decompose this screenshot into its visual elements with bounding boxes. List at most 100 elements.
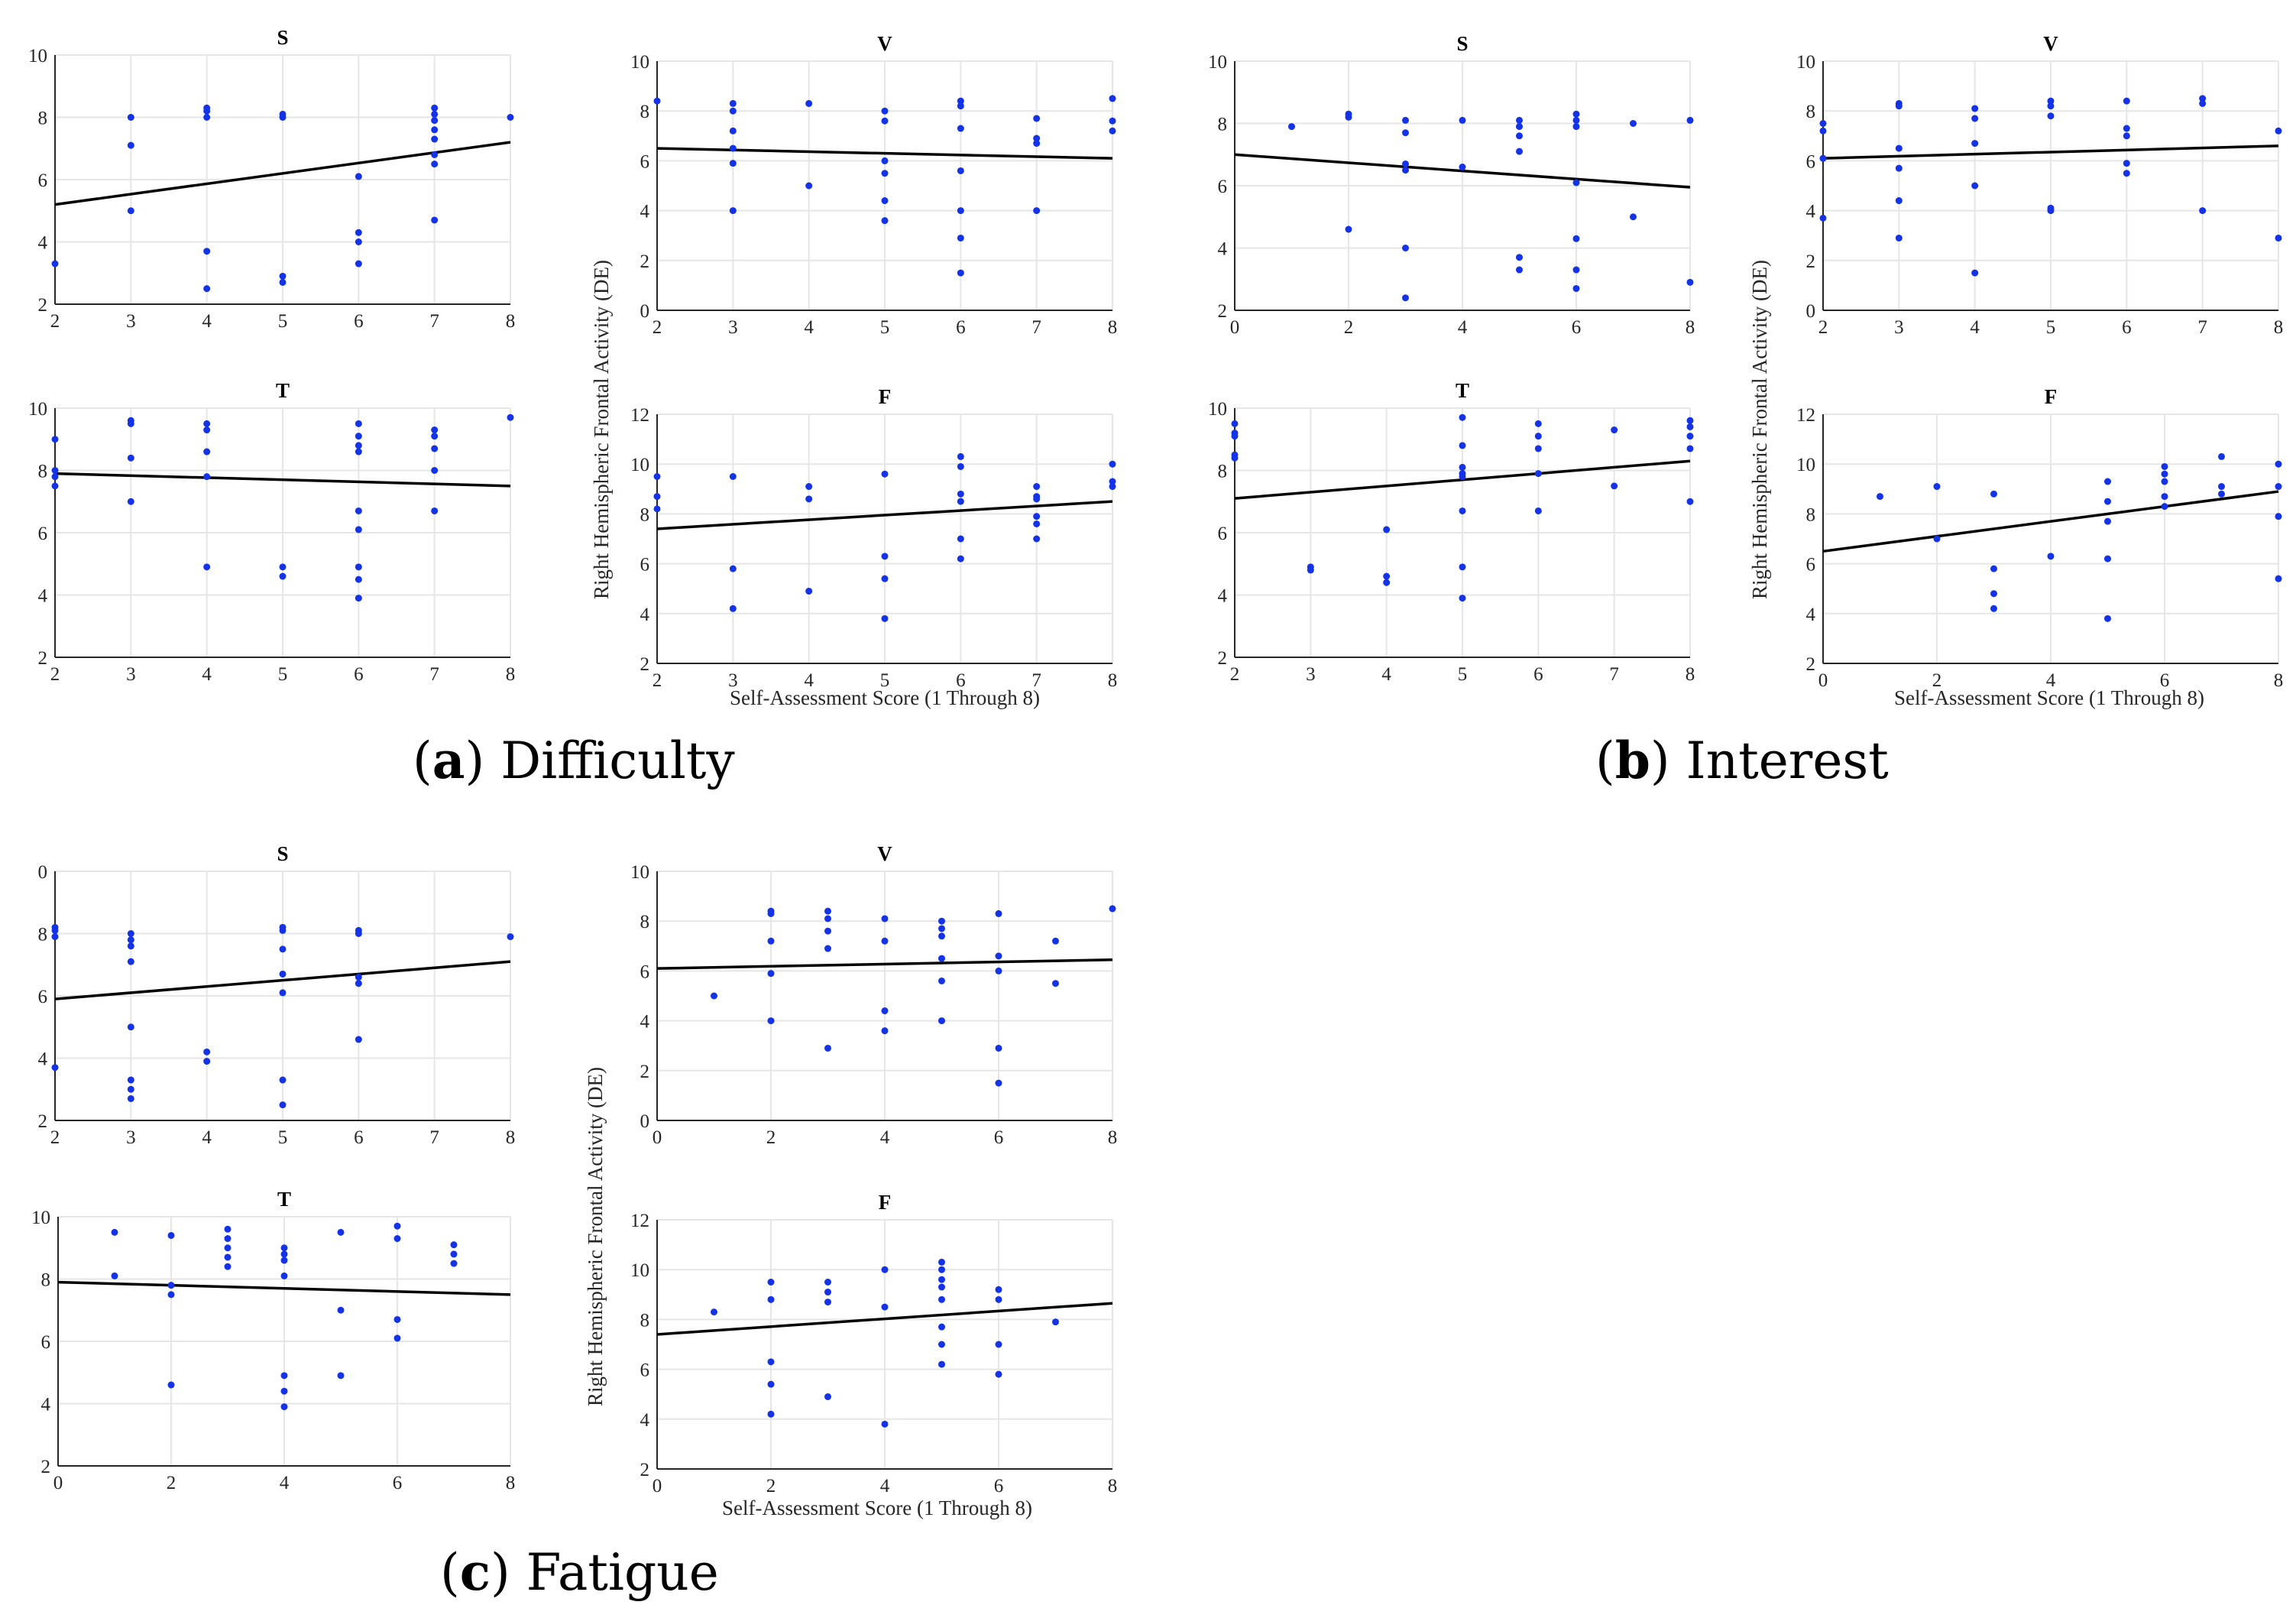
data-point — [1990, 565, 1997, 572]
data-point — [355, 980, 362, 987]
data-point — [2123, 97, 2130, 105]
x-tick-label: 2 — [1932, 670, 1942, 691]
data-point — [2047, 112, 2055, 120]
data-point — [1383, 526, 1391, 533]
y-tick-label: 8 — [1218, 115, 1228, 135]
x-tick-label: 7 — [429, 664, 439, 685]
x-tick-label: 2 — [653, 670, 662, 691]
data-point — [711, 992, 717, 1000]
data-point — [1877, 493, 1883, 501]
data-point — [1231, 420, 1239, 427]
y-tick-label: 4 — [1218, 586, 1228, 607]
y-tick-label: 6 — [38, 524, 48, 544]
data-point — [2218, 490, 2225, 498]
data-point — [1971, 182, 1979, 190]
x-tick-label: 6 — [994, 1476, 1004, 1496]
data-point — [355, 563, 362, 571]
data-point — [957, 167, 964, 174]
x-tick-label: 8 — [1686, 664, 1695, 685]
data-point — [2218, 483, 2225, 491]
data-point — [2275, 575, 2282, 582]
regression-line — [656, 1302, 1113, 1336]
data-point — [1033, 115, 1041, 122]
data-point — [2275, 127, 2282, 135]
data-point — [1402, 116, 1409, 124]
data-point — [1459, 595, 1466, 602]
data-point — [127, 1094, 134, 1102]
data-point — [729, 99, 737, 107]
data-point — [1109, 127, 1116, 135]
x-tick-label: 4 — [880, 1476, 890, 1496]
x-tick-label: 3 — [1306, 664, 1316, 685]
data-point — [431, 216, 439, 224]
data-point — [938, 1283, 945, 1291]
y-tick-label: 4 — [640, 605, 650, 625]
data-point — [1534, 445, 1542, 452]
x-tick-label: 4 — [202, 311, 212, 332]
panel-title: S — [277, 842, 288, 865]
data-point — [1033, 520, 1041, 527]
x-tick-label: 0 — [1818, 670, 1828, 691]
data-point — [337, 1372, 345, 1380]
data-point — [1611, 426, 1618, 434]
xlabel-difficulty: Self-Assessment Score (1 Through 8) — [730, 686, 1040, 709]
x-tick-label: 6 — [2122, 317, 2132, 338]
x-tick-label: 2 — [1344, 317, 1354, 338]
caption-fatigue-open: ( — [440, 1543, 460, 1602]
y-tick-label: 2 — [640, 251, 650, 272]
data-point — [1459, 473, 1466, 481]
data-point — [279, 1076, 287, 1084]
regression-line — [656, 500, 1113, 530]
panel-difficulty-f: 2 3 4 5 6 7 8 2 4 6 8 10 12 F — [630, 385, 1117, 691]
x-tick-label: 6 — [354, 311, 364, 332]
data-point — [224, 1235, 232, 1243]
y-tick-label: 8 — [41, 1270, 51, 1291]
y-tick-label: 10 — [630, 455, 649, 475]
x-tick-label: 2 — [1230, 664, 1240, 685]
data-point — [355, 420, 362, 427]
data-point — [1307, 566, 1314, 574]
data-point — [729, 127, 737, 135]
data-point — [355, 238, 362, 245]
x-tick-label: 7 — [1031, 317, 1041, 338]
y-tick-label: 8 — [1218, 462, 1228, 482]
y-tick-label: 8 — [38, 925, 48, 945]
data-point — [51, 473, 59, 481]
data-point — [1572, 123, 1580, 131]
data-point — [1402, 160, 1409, 167]
data-point — [1516, 123, 1523, 131]
y-tick-label: 2 — [1218, 301, 1228, 322]
data-point — [881, 1303, 889, 1311]
y-tick-label: 2 — [1806, 251, 1816, 272]
data-point — [51, 926, 59, 934]
y-tick-label: 6 — [640, 151, 650, 172]
data-point — [938, 1341, 945, 1348]
data-point — [824, 1299, 831, 1306]
data-point — [127, 141, 134, 149]
data-point — [431, 507, 439, 514]
data-point — [337, 1306, 345, 1314]
y-tick-label: 2 — [640, 654, 650, 675]
data-point — [1990, 590, 1997, 598]
x-tick-label: 6 — [393, 1473, 403, 1493]
panel-title: V — [2043, 32, 2058, 55]
data-point — [1109, 478, 1116, 485]
data-point — [938, 977, 945, 984]
data-point — [938, 1295, 945, 1303]
data-point — [393, 1235, 401, 1243]
data-point — [127, 454, 134, 462]
data-point — [2161, 470, 2168, 478]
caption-interest-open: ( — [1595, 731, 1615, 790]
data-point — [938, 1276, 945, 1283]
data-point — [1516, 132, 1523, 140]
data-point — [729, 144, 737, 152]
data-point — [805, 182, 813, 190]
data-point — [1971, 140, 1979, 148]
data-point — [995, 1295, 1002, 1303]
data-point — [653, 97, 661, 105]
data-point — [167, 1282, 175, 1289]
data-point — [995, 967, 1002, 974]
data-point — [957, 125, 964, 132]
